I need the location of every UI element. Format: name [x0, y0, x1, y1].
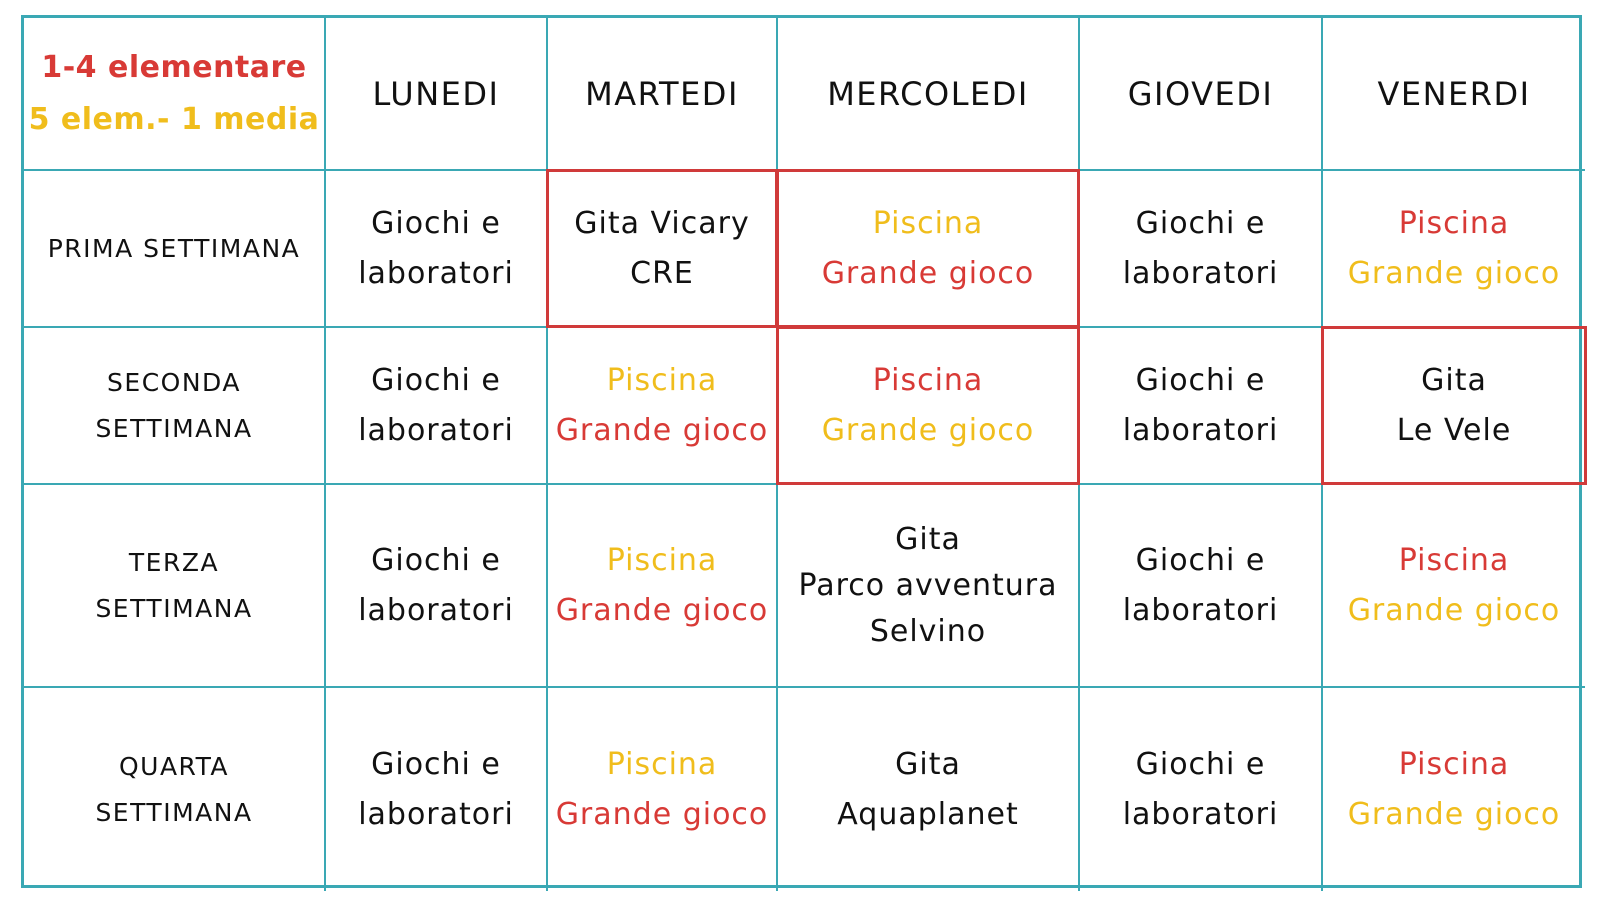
activity-cell: Giochi e laboratori — [326, 485, 548, 688]
activity-line: Selvino — [869, 613, 987, 649]
activity-line: Piscina — [1398, 205, 1510, 241]
activity-line: Giochi e — [371, 746, 501, 782]
activity-line: Piscina — [1398, 542, 1510, 578]
week-label-third: TERZA SETTIMANA — [24, 485, 326, 688]
activity-cell: Giochi e laboratori — [1080, 171, 1323, 328]
activity-cell: Gita Vicary CRE — [546, 169, 778, 328]
day-header-wednesday: MERCOLEDI — [778, 18, 1080, 171]
week-label-line: SETTIMANA — [95, 413, 253, 443]
week-label-fourth: QUARTA SETTIMANA — [24, 688, 326, 891]
activity-cell: Giochi e laboratori — [326, 328, 548, 485]
activity-line: laboratori — [358, 412, 514, 448]
activity-line: Piscina — [606, 362, 718, 398]
activity-line: Gita — [895, 746, 961, 782]
activity-line: Gita — [1421, 362, 1487, 398]
activity-cell: Piscina Grande gioco — [548, 485, 778, 688]
activity-line: Giochi e — [1135, 205, 1266, 241]
week-label-line: QUARTA — [118, 751, 230, 781]
activity-line: Grande gioco — [1347, 255, 1561, 291]
activity-cell: Giochi e laboratori — [1080, 328, 1323, 485]
activity-cell: Giochi e laboratori — [1080, 688, 1323, 891]
activity-cell: Piscina Grande gioco — [776, 326, 1080, 485]
activity-line: laboratori — [358, 796, 514, 832]
legend-cell: 1-4 elementare 5 elem.- 1 media — [24, 18, 326, 171]
activity-line: Giochi e — [1135, 362, 1266, 398]
activity-cell: Piscina Grande gioco — [1323, 485, 1585, 688]
activity-line: laboratori — [1122, 412, 1279, 448]
activity-line: Grande gioco — [821, 255, 1035, 291]
activity-line: laboratori — [358, 255, 514, 291]
activity-line: Giochi e — [371, 205, 501, 241]
day-header-monday: LUNEDI — [326, 18, 548, 171]
activity-line: Grande gioco — [1347, 796, 1561, 832]
day-header-thursday: GIOVEDI — [1080, 18, 1323, 171]
week-label-first: PRIMA SETTIMANA — [24, 171, 326, 328]
activity-cell: Gita Aquaplanet — [778, 688, 1080, 891]
activity-line: laboratori — [1122, 592, 1279, 628]
activity-cell: Giochi e laboratori — [326, 171, 548, 328]
week-label-line: SETTIMANA — [95, 593, 253, 623]
activity-line: Piscina — [1398, 746, 1510, 782]
week-label-line: TERZA — [128, 547, 220, 577]
activity-line: laboratori — [1122, 255, 1279, 291]
activity-line: Piscina — [606, 746, 718, 782]
schedule-table: 1-4 elementare 5 elem.- 1 media LUNEDI M… — [21, 15, 1587, 891]
activity-cell: Piscina Grande gioco — [776, 169, 1080, 328]
activity-line: CRE — [630, 255, 694, 291]
activity-cell: Gita Le Vele — [1321, 326, 1587, 485]
activity-line: Gita — [895, 521, 961, 557]
legend-group-middle: 5 elem.- 1 media — [28, 101, 320, 137]
activity-line: laboratori — [1122, 796, 1279, 832]
activity-cell: Piscina Grande gioco — [548, 328, 778, 485]
day-header-tuesday: MARTEDI — [548, 18, 778, 171]
week-label-line: PRIMA SETTIMANA — [47, 233, 301, 263]
activity-line: Giochi e — [1135, 542, 1266, 578]
day-header-friday: VENERDI — [1323, 18, 1585, 171]
activity-cell: Giochi e laboratori — [326, 688, 548, 891]
week-label-second: SECONDA SETTIMANA — [24, 328, 326, 485]
activity-line: Aquaplanet — [837, 796, 1019, 832]
activity-line: Grande gioco — [555, 592, 769, 628]
activity-cell: Piscina Grande gioco — [1323, 688, 1585, 891]
legend-group-elementary: 1-4 elementare — [41, 49, 307, 85]
activity-line: Grande gioco — [1347, 592, 1561, 628]
activity-line: Grande gioco — [555, 412, 769, 448]
activity-line: Grande gioco — [555, 796, 769, 832]
week-label-line: SETTIMANA — [95, 797, 253, 827]
activity-line: Giochi e — [371, 362, 501, 398]
activity-cell: Giochi e laboratori — [1080, 485, 1323, 688]
activity-line: Giochi e — [1135, 746, 1266, 782]
activity-cell: Piscina Grande gioco — [548, 688, 778, 891]
activity-line: Giochi e — [371, 542, 501, 578]
activity-line: Le Vele — [1396, 412, 1512, 448]
activity-line: Piscina — [606, 542, 718, 578]
week-label-line: SECONDA — [107, 367, 241, 397]
activity-line: Piscina — [872, 362, 984, 398]
activity-line: Parco avventura — [798, 567, 1058, 603]
activity-cell: Gita Parco avventura Selvino — [778, 485, 1080, 688]
activity-line: laboratori — [358, 592, 514, 628]
activity-line: Gita Vicary — [574, 205, 750, 241]
activity-cell: Piscina Grande gioco — [1323, 171, 1585, 328]
activity-line: Grande gioco — [821, 412, 1035, 448]
activity-line: Piscina — [872, 205, 984, 241]
